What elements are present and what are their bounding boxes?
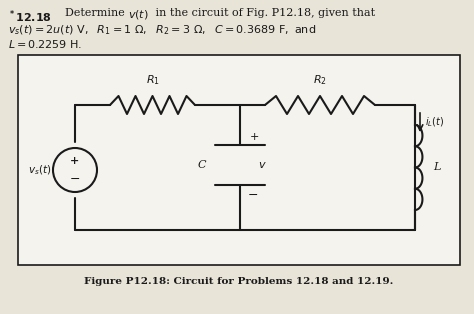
Text: $L = 0.2259\ \mathrm{H.}$: $L = 0.2259\ \mathrm{H.}$	[8, 38, 82, 50]
Text: Figure P12.18: Circuit for Problems 12.18 and 12.19.: Figure P12.18: Circuit for Problems 12.1…	[84, 277, 394, 286]
Text: L: L	[433, 163, 440, 172]
Text: $v(t)$: $v(t)$	[128, 8, 149, 21]
Text: Determine: Determine	[65, 8, 128, 18]
Text: +: +	[70, 155, 80, 166]
Text: $R_2$: $R_2$	[313, 73, 327, 87]
Text: $v$: $v$	[258, 160, 267, 170]
Text: $v_s(t)$: $v_s(t)$	[28, 163, 52, 177]
Text: in the circuit of Fig. P12.18, given that: in the circuit of Fig. P12.18, given tha…	[152, 8, 375, 18]
Text: $R_1$: $R_1$	[146, 73, 159, 87]
Text: $i_L(t)$: $i_L(t)$	[425, 116, 444, 129]
Text: C: C	[198, 160, 206, 170]
Text: +: +	[250, 132, 259, 142]
Text: −: −	[70, 172, 80, 186]
Text: $\mathbf{{}^*12.18}$: $\mathbf{{}^*12.18}$	[8, 8, 52, 24]
Bar	[18, 55, 460, 265]
Text: $v_s(t) = 2u(t)\ \mathrm{V},\ \ R_1 = 1\ \Omega,\ \ R_2 = 3\ \Omega,\ \ C = 0.36: $v_s(t) = 2u(t)\ \mathrm{V},\ \ R_1 = 1\…	[8, 23, 316, 37]
Text: −: −	[248, 188, 258, 202]
